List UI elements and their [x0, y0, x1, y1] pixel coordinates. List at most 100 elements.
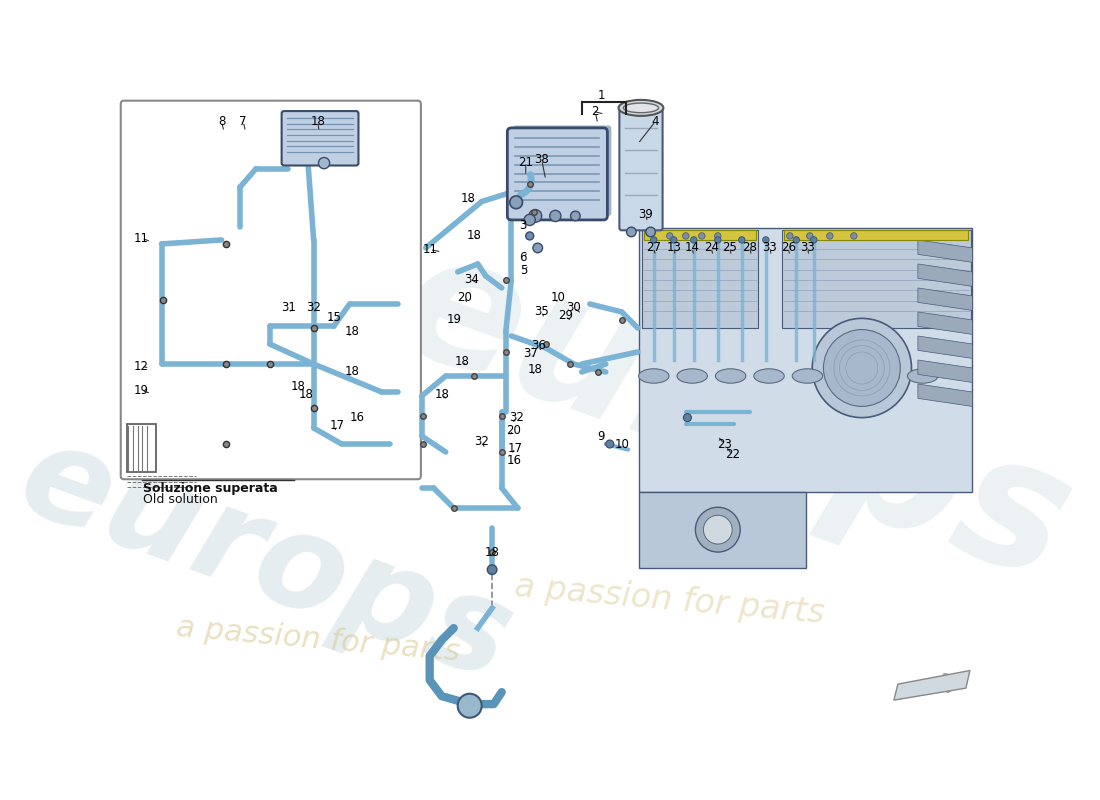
Text: 8: 8: [218, 115, 226, 128]
Text: 4: 4: [651, 115, 659, 128]
Circle shape: [627, 227, 636, 237]
Polygon shape: [639, 228, 972, 492]
Ellipse shape: [792, 369, 823, 383]
Text: 18: 18: [461, 192, 475, 205]
Text: 37: 37: [524, 347, 538, 360]
Ellipse shape: [676, 369, 707, 383]
Circle shape: [571, 211, 580, 221]
Text: 19: 19: [447, 314, 461, 326]
Text: 25: 25: [723, 242, 737, 254]
Polygon shape: [917, 360, 972, 382]
Text: 6: 6: [519, 251, 527, 264]
Text: 10: 10: [550, 291, 565, 304]
Text: 17: 17: [330, 419, 345, 432]
Text: 3: 3: [519, 219, 526, 232]
Text: 33: 33: [800, 242, 815, 254]
Text: 31: 31: [282, 302, 296, 314]
Text: 29: 29: [558, 310, 573, 322]
Text: 14: 14: [684, 242, 700, 254]
Polygon shape: [639, 492, 806, 568]
Circle shape: [458, 694, 482, 718]
FancyBboxPatch shape: [784, 230, 968, 240]
Text: 18: 18: [454, 355, 469, 368]
Circle shape: [529, 210, 541, 222]
Circle shape: [786, 233, 793, 239]
FancyBboxPatch shape: [121, 101, 421, 479]
Text: 24: 24: [704, 242, 719, 254]
Polygon shape: [917, 312, 972, 334]
Polygon shape: [917, 240, 972, 262]
Circle shape: [691, 237, 697, 243]
Circle shape: [487, 565, 497, 574]
Text: 2: 2: [592, 106, 600, 118]
Text: 18: 18: [290, 380, 305, 393]
FancyBboxPatch shape: [282, 111, 359, 166]
Circle shape: [683, 233, 689, 239]
Circle shape: [646, 227, 656, 237]
Polygon shape: [641, 230, 758, 328]
Ellipse shape: [830, 369, 861, 383]
Circle shape: [806, 233, 813, 239]
Text: 12: 12: [134, 360, 150, 373]
FancyBboxPatch shape: [507, 128, 607, 220]
Circle shape: [738, 237, 745, 243]
Text: 16: 16: [350, 411, 365, 424]
Text: 28: 28: [742, 242, 757, 254]
Circle shape: [698, 233, 705, 239]
Text: 27: 27: [647, 242, 661, 254]
Circle shape: [827, 233, 833, 239]
Text: a passion for parts: a passion for parts: [514, 570, 826, 630]
Circle shape: [683, 414, 692, 422]
Text: 18: 18: [466, 230, 481, 242]
Text: 20: 20: [456, 291, 472, 304]
Ellipse shape: [869, 369, 900, 383]
Ellipse shape: [624, 103, 659, 113]
Text: 33: 33: [762, 242, 778, 254]
Text: 32: 32: [474, 435, 490, 448]
FancyBboxPatch shape: [513, 126, 612, 216]
Circle shape: [811, 237, 817, 243]
Text: 18: 18: [298, 388, 314, 401]
Circle shape: [850, 233, 857, 239]
Text: 19: 19: [134, 384, 150, 397]
Text: 35: 35: [535, 306, 549, 318]
Text: 16: 16: [506, 454, 521, 466]
Text: Old solution: Old solution: [143, 493, 218, 506]
Circle shape: [793, 237, 800, 243]
Text: Soluzione superata: Soluzione superata: [143, 482, 278, 494]
Circle shape: [715, 237, 720, 243]
Polygon shape: [917, 288, 972, 310]
Text: 18: 18: [344, 366, 360, 378]
Text: 18: 18: [434, 388, 449, 401]
Text: 18: 18: [528, 363, 542, 376]
Circle shape: [509, 196, 522, 209]
Circle shape: [524, 214, 536, 226]
Text: 23: 23: [717, 438, 732, 450]
Polygon shape: [917, 384, 972, 406]
Circle shape: [824, 330, 900, 406]
Ellipse shape: [715, 369, 746, 383]
Text: 5: 5: [520, 264, 528, 277]
Circle shape: [318, 158, 330, 169]
Circle shape: [550, 210, 561, 222]
Ellipse shape: [639, 369, 669, 383]
Text: 11: 11: [134, 232, 150, 245]
Circle shape: [695, 507, 740, 552]
Text: 39: 39: [638, 208, 653, 221]
Text: 30: 30: [566, 302, 581, 314]
Text: 13: 13: [667, 242, 681, 254]
Circle shape: [650, 237, 657, 243]
Polygon shape: [782, 230, 970, 328]
Text: 9: 9: [597, 430, 605, 442]
Circle shape: [667, 233, 673, 239]
FancyBboxPatch shape: [619, 106, 662, 230]
Text: europs: europs: [375, 214, 1093, 618]
Text: 1: 1: [598, 90, 605, 102]
Text: 22: 22: [725, 448, 739, 461]
Polygon shape: [917, 336, 972, 358]
Circle shape: [703, 515, 733, 544]
Circle shape: [812, 318, 912, 418]
Text: 18: 18: [485, 546, 499, 558]
Text: 36: 36: [531, 339, 546, 352]
Text: 18: 18: [310, 115, 326, 128]
